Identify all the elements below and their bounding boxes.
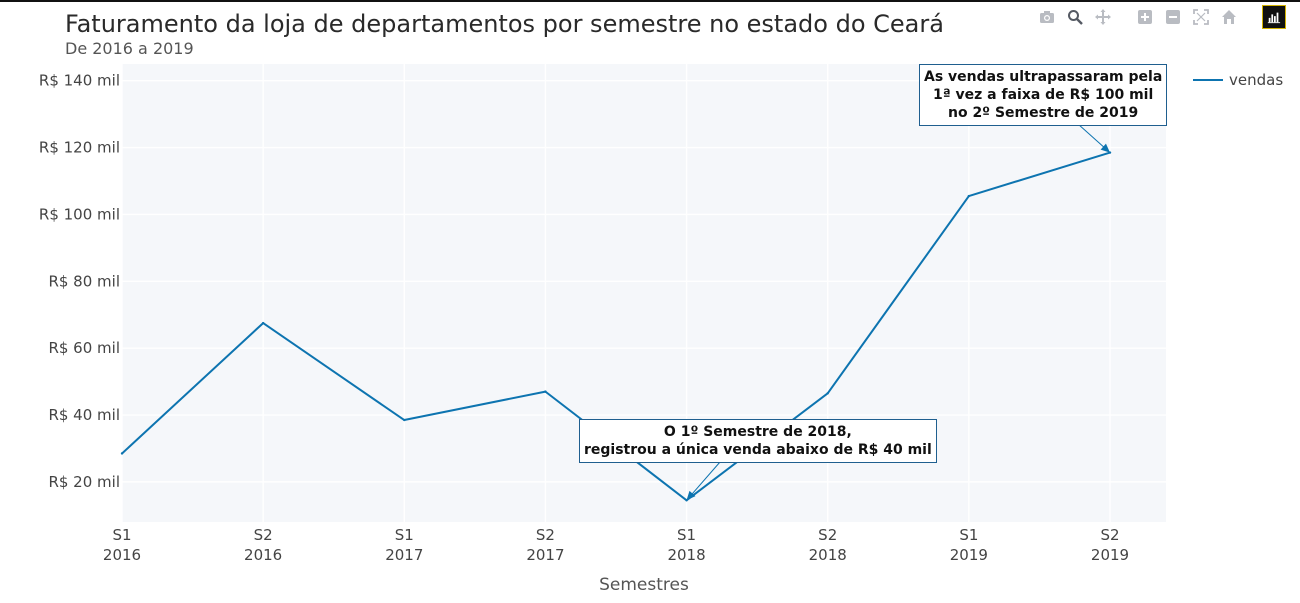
x-tick-label: S1 2019 (950, 526, 988, 564)
legend-swatch (1193, 79, 1223, 81)
y-tick-label: R$ 120 mil (39, 139, 120, 157)
modebar (1038, 5, 1286, 29)
logo-icon[interactable] (1262, 5, 1286, 29)
legend[interactable]: vendas (1193, 71, 1283, 89)
data-point (967, 194, 971, 198)
annotation-low-point: O 1º Semestre de 2018, registrou a única… (579, 419, 937, 463)
x-axis-ticks: S1 2016 S2 2016 S1 2017 S2 2017 S1 2018 S2 2018 S1 20… (103, 526, 1129, 564)
x-tick-label: S1 2017 (385, 526, 423, 564)
autoscale-icon[interactable] (1192, 8, 1210, 26)
legend-label-vendas: vendas (1229, 71, 1284, 89)
y-axis-ticks: R$ 20 mil R$ 40 mil R$ 60 mil R$ 80 mil R$ 1… (39, 72, 120, 491)
annotation-line: no 2º Semestre de 2019 (947, 105, 1139, 121)
x-tick-label: S1 2018 (667, 526, 705, 564)
x-tick-label: S1 2016 (103, 526, 141, 564)
annotation-arrowhead (686, 490, 696, 501)
chart-subtitle: De 2016 a 2019 (65, 39, 194, 58)
y-tick-label: R$ 40 mil (48, 406, 120, 424)
data-point (544, 390, 547, 393)
data-point (826, 392, 829, 395)
annotation-record-point: As vendas ultrapassaram pela 1ª vez a fa… (919, 64, 1168, 126)
zoom-in-icon[interactable] (1136, 8, 1154, 26)
data-point (261, 321, 265, 325)
data-point (120, 452, 124, 455)
x-tick-label: S2 2018 (809, 526, 847, 564)
annotation-line: As vendas ultrapassaram pela (924, 69, 1163, 85)
annotation-line: registrou a única venda abaixo de R$ 40 … (584, 442, 932, 458)
y-tick-label: R$ 140 mil (39, 72, 120, 90)
annotation-line: O 1º Semestre de 2018, (663, 424, 852, 440)
y-tick-label: R$ 60 mil (48, 339, 120, 357)
annotation-arrowhead (1100, 143, 1110, 153)
reset-axes-icon[interactable] (1220, 8, 1238, 26)
y-tick-label: R$ 80 mil (48, 272, 120, 290)
camera-icon[interactable] (1038, 8, 1056, 26)
pan-icon[interactable] (1094, 8, 1112, 26)
zoom-icon[interactable] (1066, 8, 1084, 26)
y-tick-label: R$ 100 mil (39, 205, 120, 223)
y-tick-label: R$ 20 mil (48, 473, 120, 491)
chart-title: Faturamento da loja de departamentos por… (65, 10, 944, 38)
x-axis-title: Semestres (599, 575, 689, 595)
x-tick-label: S2 2017 (526, 526, 564, 564)
data-point (403, 418, 406, 422)
x-tick-label: S2 2016 (244, 526, 282, 564)
annotation-line: 1ª vez a faixa de R$ 100 mil (933, 87, 1154, 103)
zoom-out-icon[interactable] (1164, 8, 1182, 26)
annotation-arrows (686, 123, 1111, 501)
x-tick-label: S2 2019 (1091, 526, 1129, 564)
